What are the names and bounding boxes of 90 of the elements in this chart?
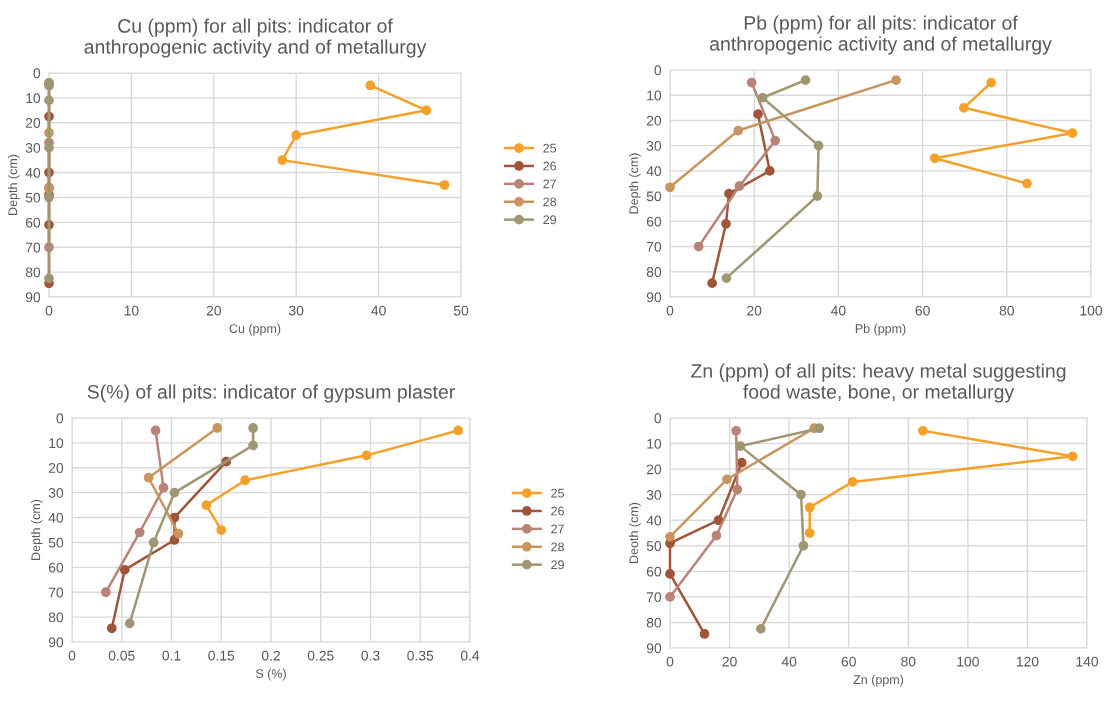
x-tick-label: 0.4 xyxy=(460,650,480,661)
y-tick-label: 0 xyxy=(654,65,662,76)
x-axis-title: Pb (ppm) xyxy=(855,323,906,336)
y-tick-label: 80 xyxy=(646,617,662,628)
x-tick-label: 20 xyxy=(722,656,737,667)
y-tick-label: 50 xyxy=(646,191,662,202)
chart-title: Cu (ppm) for all pits: indicator of anthropogenic activity and of metallurgy xyxy=(84,18,427,58)
legend-label: 28 xyxy=(543,197,557,207)
y-tick-label: 50 xyxy=(646,541,662,551)
chart-title: Zn (ppm) of all pits: heavy metal suggesting food waste, bone, or metallurgy xyxy=(691,363,1066,403)
legend-label: 29 xyxy=(543,215,557,225)
y-tick-label: 20 xyxy=(646,115,662,126)
legend-label: 29 xyxy=(551,560,564,570)
x-tick-label: 0.3 xyxy=(361,650,380,661)
x-tick-label: 120 xyxy=(1016,656,1039,667)
x-tick-label: 0 xyxy=(666,656,674,667)
x-tick-label: 100 xyxy=(957,656,979,667)
y-tick-label: 70 xyxy=(25,242,41,253)
y-tick-label: 30 xyxy=(646,490,662,500)
legend-label: 26 xyxy=(551,506,564,516)
legend-label: 25 xyxy=(543,143,557,153)
x-tick-label: 40 xyxy=(831,305,846,316)
x-tick-label: 20 xyxy=(747,305,762,316)
y-tick-label: 20 xyxy=(646,464,662,475)
y-tick-label: 10 xyxy=(647,90,662,101)
y-tick-label: 90 xyxy=(646,643,662,654)
y-tick-label: 60 xyxy=(25,217,41,228)
y-axis-title: Deoth (cm) xyxy=(629,502,641,563)
x-tick-label: 10 xyxy=(124,305,139,316)
x-tick-label: 60 xyxy=(915,305,930,316)
y-tick-label: 10 xyxy=(49,438,64,449)
x-tick-label: 80 xyxy=(901,656,916,667)
y-tick-label: 20 xyxy=(25,118,41,128)
x-tick-label: 0 xyxy=(666,305,674,316)
x-tick-label: 50 xyxy=(453,305,469,316)
y-tick-label: 70 xyxy=(646,592,662,603)
chart-title: S(%) of all pits: indicator of gypsum plaster xyxy=(87,384,455,403)
y-tick-label: 80 xyxy=(48,612,64,623)
y-tick-label: 80 xyxy=(646,267,662,277)
y-tick-label: 30 xyxy=(646,141,662,151)
y-tick-label: 30 xyxy=(48,488,64,498)
legend-label: 27 xyxy=(543,179,556,189)
y-tick-label: 90 xyxy=(48,637,64,648)
y-tick-label: 0 xyxy=(654,413,662,424)
y-tick-label: 40 xyxy=(646,515,662,526)
y-tick-label: 80 xyxy=(25,267,41,278)
y-tick-label: 50 xyxy=(48,537,64,548)
y-axis-title: Depth (cm) xyxy=(629,153,641,214)
y-tick-label: 90 xyxy=(25,292,41,303)
legend-label: 28 xyxy=(551,542,564,552)
y-tick-label: 10 xyxy=(26,93,41,104)
x-tick-label: 30 xyxy=(289,305,304,316)
x-tick-label: 0 xyxy=(68,650,76,661)
legend-label: 26 xyxy=(543,161,557,171)
y-tick-label: 40 xyxy=(25,167,41,178)
y-tick-label: 60 xyxy=(646,216,662,227)
y-axis-title: Depth (cm) xyxy=(31,499,43,560)
x-tick-label: 0.15 xyxy=(208,650,235,661)
x-tick-label: 0.05 xyxy=(108,650,135,661)
y-tick-label: 0 xyxy=(33,68,41,79)
y-axis-title: Depth (cm) xyxy=(8,154,20,215)
y-tick-label: 20 xyxy=(48,463,64,473)
y-tick-label: 10 xyxy=(647,438,662,449)
legend-label: 27 xyxy=(551,524,564,534)
x-tick-label: 40 xyxy=(781,656,797,667)
y-tick-label: 40 xyxy=(646,166,662,177)
x-tick-label: 0.2 xyxy=(261,650,280,661)
x-tick-label: 20 xyxy=(206,305,221,316)
y-tick-label: 0 xyxy=(56,413,64,424)
y-tick-label: 90 xyxy=(646,292,662,303)
x-tick-label: 40 xyxy=(371,305,386,316)
y-tick-label: 50 xyxy=(25,192,41,203)
x-tick-label: 60 xyxy=(841,656,856,667)
x-axis-title: Cu (ppm) xyxy=(229,323,281,336)
x-axis-title: Zn (ppm) xyxy=(853,674,904,687)
legend-label: 25 xyxy=(551,488,564,498)
y-tick-label: 40 xyxy=(48,512,64,523)
y-tick-label: 70 xyxy=(646,241,662,252)
x-tick-label: 80 xyxy=(999,305,1014,316)
chart-title: Pb (ppm) for all pits: indicator of anthropogenic activity and of metallurgy xyxy=(710,15,1052,55)
x-tick-label: 100 xyxy=(1080,305,1103,316)
y-tick-label: 30 xyxy=(25,143,41,153)
y-tick-label: 60 xyxy=(646,566,662,577)
x-tick-label: 140 xyxy=(1076,656,1099,667)
x-axis-title: S (%) xyxy=(255,668,286,681)
x-tick-label: 0.1 xyxy=(162,650,181,661)
x-tick-label: 0.35 xyxy=(407,650,434,661)
x-tick-label: 0.25 xyxy=(307,650,334,661)
y-tick-label: 60 xyxy=(48,562,64,573)
y-tick-label: 70 xyxy=(48,587,64,598)
